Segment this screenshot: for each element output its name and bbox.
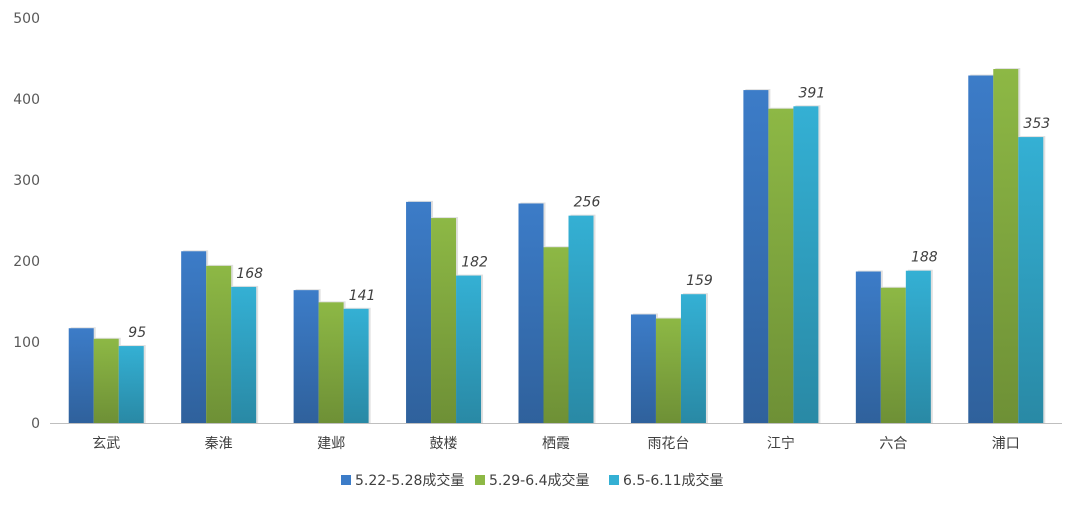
data-label: 159 [686,273,713,289]
bar-浦口-2 [1018,137,1044,423]
bar-建邺-1 [318,302,344,423]
x-tick-label: 雨花台 [647,436,689,452]
y-axis: 0 100 200 300 400 500 [13,11,40,432]
y-tick-label: 500 [13,11,40,27]
bar-六合-0 [855,271,881,423]
bar-雨花台-0 [630,314,656,423]
data-label: 182 [461,255,488,271]
legend-swatch [475,475,485,485]
x-tick-label: 江宁 [767,435,795,452]
x-tick-label: 秦淮 [205,436,233,452]
y-tick-label: 0 [31,416,40,432]
data-label: 95 [128,325,146,341]
bar-玄武-2 [118,346,144,423]
x-tick-label: 六合 [879,436,907,452]
x-axis: 玄武 秦淮 建邺 鼓楼 栖霞 雨花台 江宁 六合 浦口 [50,423,1062,452]
data-labels: 95 168 141 182 256 159 391 188 353 [128,85,1050,341]
bar-江宁-1 [768,108,794,423]
bar-秦淮-1 [206,265,232,423]
bar-江宁-2 [793,106,819,423]
bar-鼓楼-1 [431,218,457,423]
legend: 5.22-5.28成交量 5.29-6.4成交量 6.5-6.11成交量 [341,472,724,489]
bar-六合-1 [880,287,906,423]
legend-item: 5.29-6.4成交量 [475,472,590,489]
bar-栖霞-0 [518,203,544,423]
y-tick-label: 100 [13,335,40,351]
bar-江宁-0 [743,90,769,423]
bar-玄武-1 [93,338,119,423]
data-label: 168 [236,266,263,282]
legend-label: 5.22-5.28成交量 [355,472,464,489]
bar-建邺-2 [343,308,369,423]
data-label: 391 [799,85,826,101]
data-label: 353 [1023,116,1050,132]
bar-雨花台-2 [680,294,706,423]
x-tick-label: 玄武 [92,435,120,452]
x-tick-label: 建邺 [317,436,345,452]
bar-栖霞-2 [568,215,594,423]
x-tick-label: 栖霞 [542,436,570,452]
legend-label: 5.29-6.4成交量 [489,472,590,489]
bar-雨花台-1 [655,318,681,423]
y-tick-label: 400 [13,92,40,108]
bar-六合-2 [905,270,931,423]
bar-栖霞-1 [543,247,569,423]
data-label: 256 [574,195,601,211]
x-tick-label: 鼓楼 [430,436,458,452]
legend-swatch [341,475,351,485]
bar-浦口-0 [968,75,994,423]
legend-label: 6.5-6.11成交量 [623,472,724,489]
legend-item: 6.5-6.11成交量 [609,472,724,489]
bar-浦口-1 [993,69,1019,423]
y-tick-label: 200 [13,254,40,270]
data-label: 188 [911,250,938,266]
bar-玄武-0 [68,328,94,423]
data-label: 141 [349,288,376,304]
bar-建邺-0 [293,290,319,423]
bar-鼓楼-2 [456,275,482,423]
legend-item: 5.22-5.28成交量 [341,472,464,489]
x-tick-label: 浦口 [992,436,1020,452]
y-tick-label: 300 [13,173,40,189]
bar-鼓楼-0 [406,201,432,423]
legend-swatch [609,475,619,485]
bars [68,68,1046,423]
bar-秦淮-2 [231,286,257,423]
bar-秦淮-0 [181,251,207,423]
